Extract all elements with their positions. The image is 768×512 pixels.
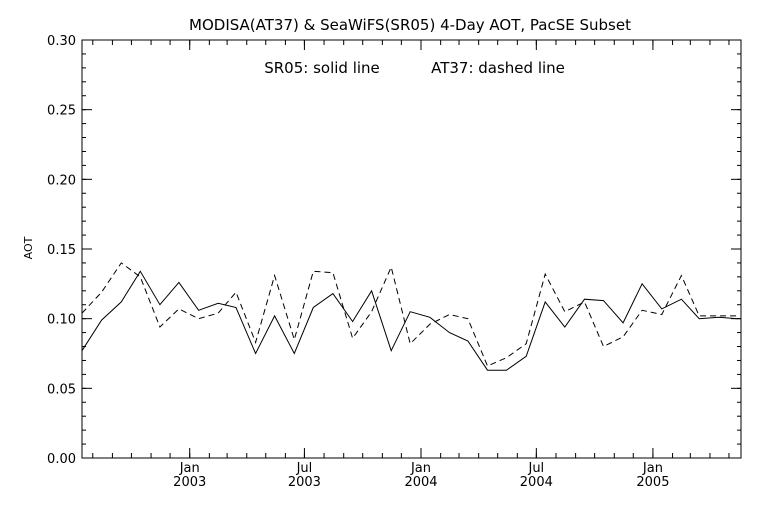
- solid-line-annotation: SR05: solid line: [264, 59, 380, 77]
- y-tick-label: 0.30: [47, 34, 76, 49]
- x-tick-label-year: 2004: [404, 475, 437, 490]
- x-tick-label-year: 2005: [636, 475, 669, 490]
- x-tick-label-year: 2003: [288, 475, 321, 490]
- y-tick-label: 0.25: [47, 104, 76, 119]
- x-tick-label-year: 2003: [173, 475, 206, 490]
- x-tick-label-month: Jan: [410, 461, 431, 476]
- plot-series: [81, 262, 738, 371]
- y-tick-label: 0.15: [47, 243, 76, 258]
- plot-frame: [81, 39, 742, 459]
- chart-title: MODISA(AT37) & SeaWiFS(SR05) 4-Day AOT, …: [189, 16, 631, 34]
- y-tick-label: 0.10: [47, 313, 76, 328]
- x-tick-label-month: Jan: [179, 461, 200, 476]
- y-tick-label: 0.20: [47, 173, 76, 188]
- x-tick-label-month: Jan: [642, 461, 663, 476]
- y-axis-label: AOT: [22, 236, 35, 259]
- dashed-line-annotation: AT37: dashed line: [431, 59, 565, 77]
- x-tick-label-month: Jul: [527, 461, 544, 476]
- series-line-sr05: [81, 270, 738, 371]
- series-line-at37: [81, 262, 738, 367]
- x-tick-label-month: Jul: [296, 461, 313, 476]
- x-tick-label-year: 2004: [520, 475, 553, 490]
- y-tick-label: 0.00: [47, 452, 76, 467]
- y-tick-label: 0.05: [47, 382, 76, 397]
